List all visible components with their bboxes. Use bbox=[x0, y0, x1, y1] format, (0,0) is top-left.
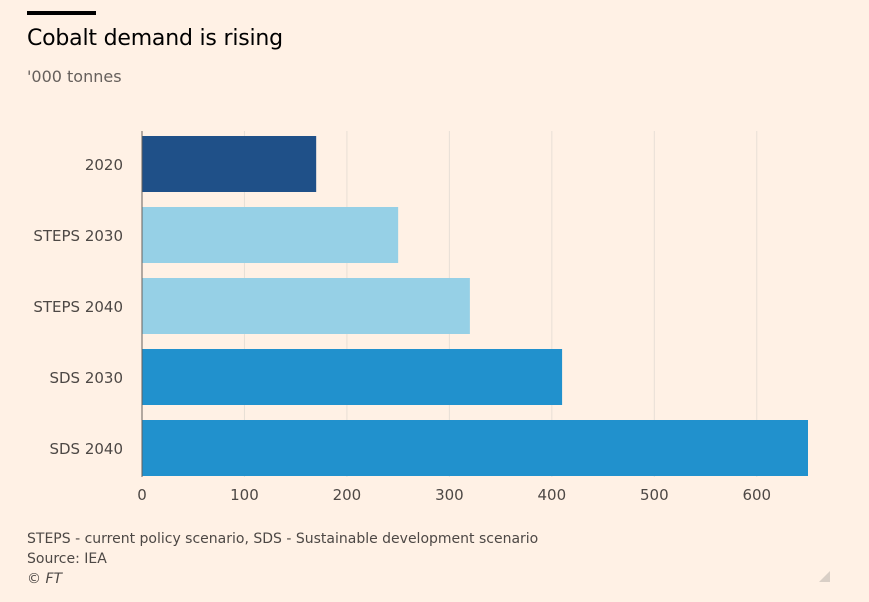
category-label: 2020 bbox=[85, 156, 123, 174]
x-tick-label: 300 bbox=[435, 486, 464, 504]
bar bbox=[142, 136, 317, 192]
title-rule bbox=[27, 11, 96, 15]
x-tick-label: 500 bbox=[640, 486, 669, 504]
x-tick-label: 600 bbox=[742, 486, 771, 504]
bar bbox=[142, 207, 399, 263]
category-label: SDS 2030 bbox=[49, 369, 123, 387]
chart-subtitle: '000 tonnes bbox=[27, 67, 122, 86]
copyright-note: © FT bbox=[27, 571, 63, 587]
resize-corner-icon bbox=[819, 571, 830, 582]
x-tick-label: 100 bbox=[230, 486, 259, 504]
bar bbox=[142, 278, 470, 334]
footnote: STEPS - current policy scenario, SDS - S… bbox=[27, 531, 539, 547]
category-label: STEPS 2030 bbox=[33, 227, 123, 245]
category-label: SDS 2040 bbox=[49, 440, 123, 458]
x-tick-label: 400 bbox=[538, 486, 567, 504]
x-tick-label: 0 bbox=[137, 486, 147, 504]
bar bbox=[142, 349, 563, 405]
category-label: STEPS 2040 bbox=[33, 298, 123, 316]
bar bbox=[142, 420, 808, 476]
x-tick-label: 200 bbox=[333, 486, 362, 504]
chart-title: Cobalt demand is rising bbox=[27, 26, 283, 51]
source-note: Source: IEA bbox=[27, 551, 107, 567]
